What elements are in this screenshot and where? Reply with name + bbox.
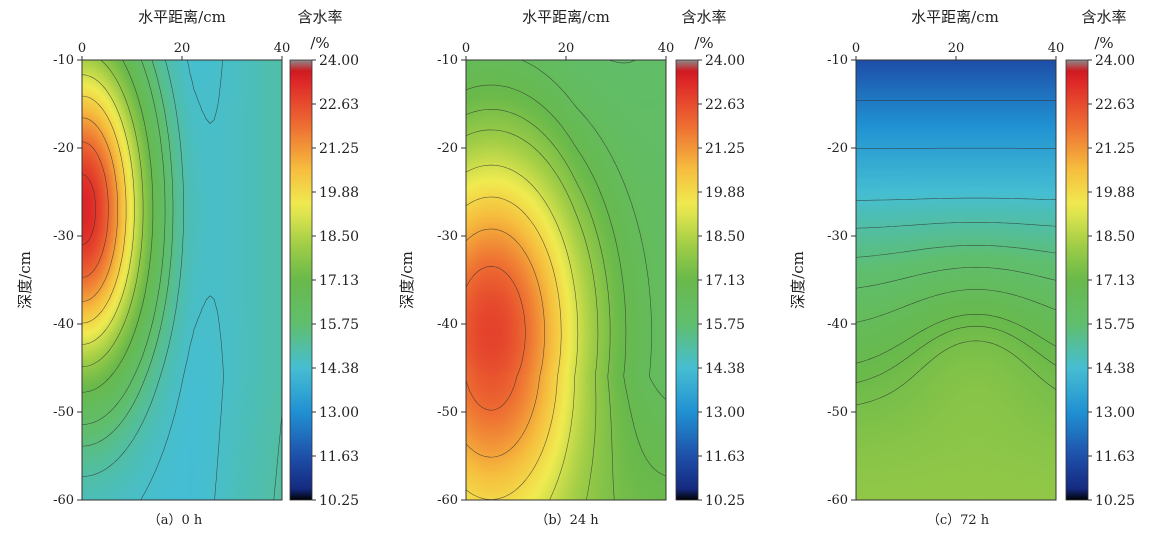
- panel-c-colorbar: [1066, 60, 1088, 500]
- panel-a-ylabel: 深度/cm: [16, 251, 34, 309]
- colorbar-tick-label: 22.63: [1095, 97, 1135, 113]
- y-tick-label: -60: [53, 493, 74, 508]
- colorbar-tick-label: 11.63: [705, 449, 745, 465]
- colorbar-tick-label: 11.63: [1095, 449, 1135, 465]
- x-tick-label: 0: [462, 41, 470, 56]
- colorbar-tick-label: 15.75: [319, 317, 359, 333]
- colorbar-tick-label: 17.13: [1095, 273, 1135, 289]
- colorbar-tick-label: 13.00: [319, 405, 359, 421]
- y-tick-label: -40: [827, 317, 848, 332]
- panel-a-caption: （a）0 h: [148, 513, 203, 528]
- x-tick-label: 0: [852, 41, 860, 56]
- colorbar-tick-label: 22.63: [319, 97, 359, 113]
- colorbar-tick-label: 24.00: [319, 53, 359, 69]
- y-tick-label: -40: [53, 317, 74, 332]
- x-tick-label: 0: [78, 41, 86, 56]
- colorbar-tick-label: 21.25: [1095, 141, 1135, 157]
- panel-a-colorbar-title-1: 含水率: [297, 8, 342, 26]
- y-tick-label: -50: [827, 405, 848, 420]
- panel-c-y-ticks: -10 -20 -30 -40 -50 -60: [827, 53, 856, 508]
- panel-b-caption: （b）24 h: [535, 513, 599, 528]
- y-tick-label: -50: [437, 405, 458, 420]
- panel-c-colorbar-title-1: 含水率: [1081, 8, 1126, 26]
- y-tick-label: -10: [53, 53, 74, 68]
- colorbar-tick-label: 24.00: [1095, 53, 1135, 69]
- colorbar-tick-label: 17.13: [705, 273, 745, 289]
- panel-c-ylabel: 深度/cm: [789, 251, 807, 309]
- y-tick-label: -60: [437, 493, 458, 508]
- panel-a-colorbar-title-2: /%: [310, 34, 329, 52]
- panel-b-colorbar-ticks: 24.00 22.63 21.25 19.88 18.50 17.13 15.75 14.38…: [698, 53, 745, 509]
- y-tick-label: -10: [827, 53, 848, 68]
- colorbar-tick-label: 13.00: [1095, 405, 1135, 421]
- y-tick-label: -60: [827, 493, 848, 508]
- colorbar-tick-label: 17.13: [319, 273, 359, 289]
- colorbar-tick-label: 24.00: [705, 53, 745, 69]
- panel-c: 水平距离/cm 深度/cm 含水率 /% （c）72 h 0 20 40 -10 -2…: [789, 8, 1135, 528]
- panel-a-x-ticks: 0 20 40: [78, 41, 290, 60]
- colorbar-tick-label: 10.25: [1095, 493, 1135, 509]
- colorbar-tick-label: 18.50: [705, 229, 745, 245]
- colorbar-tick-label: 18.50: [319, 229, 359, 245]
- x-tick-label: 40: [658, 41, 675, 56]
- colorbar-tick-label: 14.38: [1095, 361, 1135, 377]
- panel-c-colorbar-ticks: 24.00 22.63 21.25 19.88 18.50 17.13 15.75 14.38…: [1088, 53, 1135, 509]
- x-tick-label: 40: [274, 41, 291, 56]
- panel-a-y-ticks: -10 -20 -30 -40 -50 -60: [53, 53, 82, 508]
- y-tick-label: -20: [53, 141, 74, 156]
- colorbar-tick-label: 11.63: [319, 449, 359, 465]
- y-tick-label: -30: [827, 229, 848, 244]
- y-tick-label: -30: [437, 229, 458, 244]
- x-tick-label: 20: [174, 41, 191, 56]
- y-tick-label: -50: [53, 405, 74, 420]
- x-tick-label: 20: [948, 41, 965, 56]
- y-tick-label: -20: [827, 141, 848, 156]
- panel-c-caption: （c）72 h: [927, 513, 990, 528]
- colorbar-tick-label: 15.75: [705, 317, 745, 333]
- panel-b: 水平距离/cm 深度/cm 含水率 /% （b）24 h 0 20 40 -10 -2…: [398, 8, 745, 528]
- colorbar-tick-label: 19.88: [705, 185, 745, 201]
- colorbar-tick-label: 21.25: [705, 141, 745, 157]
- x-tick-label: 40: [1048, 41, 1065, 56]
- panel-a-colorbar-ticks: 24.00 22.63 21.25 19.88 18.50 17.13 15.75 14.38…: [312, 53, 359, 509]
- panel-b-ylabel: 深度/cm: [398, 251, 416, 309]
- y-tick-label: -10: [437, 53, 458, 68]
- panel-c-colorbar-title-2: /%: [1094, 34, 1113, 52]
- colorbar-tick-label: 15.75: [1095, 317, 1135, 333]
- colorbar-tick-label: 10.25: [705, 493, 745, 509]
- y-tick-label: -40: [437, 317, 458, 332]
- panel-c-xlabel: 水平距离/cm: [911, 8, 999, 26]
- panel-a-colorbar: [290, 60, 312, 500]
- colorbar-tick-label: 22.63: [705, 97, 745, 113]
- colorbar-tick-label: 18.50: [1095, 229, 1135, 245]
- colorbar-tick-label: 21.25: [319, 141, 359, 157]
- panel-a: 水平距离/cm 深度/cm 含水率 /% （a）0 h 0 20 40 -10 -20…: [16, 8, 359, 528]
- panel-b-y-ticks: -10 -20 -30 -40 -50 -60: [437, 53, 466, 508]
- panel-c-heatmap: [856, 60, 1056, 500]
- colorbar-tick-label: 10.25: [319, 493, 359, 509]
- panel-b-colorbar-title-1: 含水率: [681, 8, 726, 26]
- panel-c-x-ticks: 0 20 40: [852, 41, 1064, 60]
- panel-b-xlabel: 水平距离/cm: [522, 8, 610, 26]
- colorbar-tick-label: 14.38: [705, 361, 745, 377]
- panel-a-xlabel: 水平距离/cm: [138, 8, 226, 26]
- colorbar-tick-label: 19.88: [1095, 185, 1135, 201]
- panel-b-colorbar-title-2: /%: [694, 34, 713, 52]
- colorbar-tick-label: 13.00: [705, 405, 745, 421]
- y-tick-label: -20: [437, 141, 458, 156]
- panel-b-colorbar: [676, 60, 698, 500]
- y-tick-label: -30: [53, 229, 74, 244]
- panel-b-x-ticks: 0 20 40: [462, 41, 674, 60]
- colorbar-tick-label: 14.38: [319, 361, 359, 377]
- colorbar-tick-label: 19.88: [319, 185, 359, 201]
- x-tick-label: 20: [558, 41, 575, 56]
